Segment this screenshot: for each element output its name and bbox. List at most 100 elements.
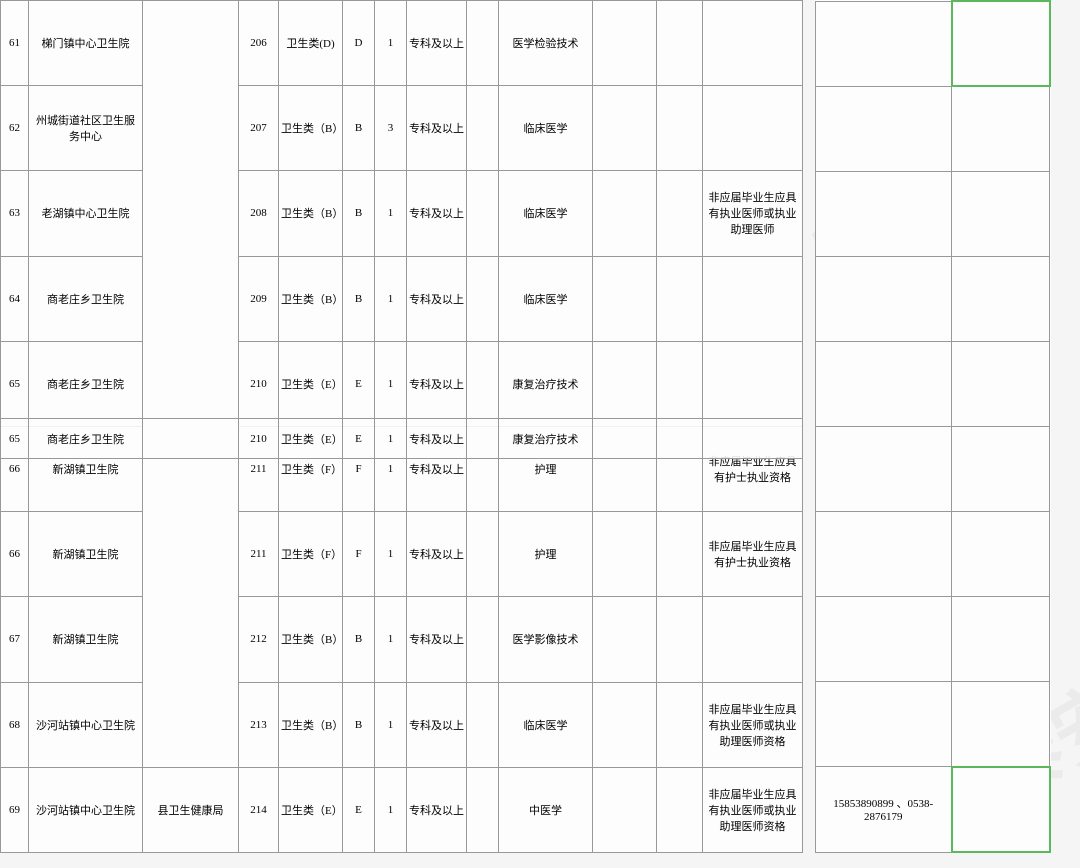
cell-req [703,597,803,682]
cell-major: 护理 [499,512,593,597]
cell-letter: E [343,341,375,426]
cell-name: 新湖镇卫生院 [29,597,143,682]
cell-edu: 专科及以上 [407,171,467,256]
cell-blank [593,682,657,767]
table-row: 64商老庄乡卫生院209卫生类（B）B1专科及以上临床医学 [1,256,803,341]
cell-req: 非应届毕业生应具有护士执业资格 [703,512,803,597]
cell-letter: B [343,256,375,341]
cell-major: 临床医学 [499,171,593,256]
cell-cat: 卫生类（B） [279,597,343,682]
cell-blank [657,597,703,682]
cell-contact [816,256,952,341]
table-row: 63老湖镇中心卫生院208卫生类（B）B1专科及以上临床医学非应届毕业生应具有执… [1,171,803,256]
cell-letter: B [343,597,375,682]
table-row: 68沙河站镇中心卫生院213卫生类（B）B1专科及以上临床医学非应届毕业生应具有… [1,682,803,767]
side-row [816,597,1050,682]
side-row [816,682,1050,767]
cell-cat: 卫生类（B） [279,682,343,767]
cell-blank [467,86,499,171]
cell-major: 临床医学 [499,256,593,341]
cell-num: 1 [375,512,407,597]
cell-blank [657,767,703,852]
cell-dept [143,419,239,459]
cell-num: 1 [375,682,407,767]
cell-name: 州城街道社区卫生服务中心 [29,86,143,171]
cell-idx: 62 [1,86,29,171]
cell-blank [657,171,703,256]
cell-num: 1 [375,256,407,341]
cell-dept [143,1,239,768]
cell-req [703,256,803,341]
cell-req: 非应届毕业生应具有执业医师或执业助理医师资格 [703,767,803,852]
cell-blank [657,682,703,767]
cell-extra [952,341,1050,426]
cell-blank [467,767,499,852]
cell-blank [467,1,499,86]
cell-code: 206 [239,1,279,86]
cell-extra [952,512,1050,597]
cell-code: 212 [239,597,279,682]
cell-blank [657,419,703,459]
cell-edu: 专科及以上 [407,597,467,682]
cell-idx: 65 [1,341,29,426]
side-row [816,86,1050,171]
side-row [816,341,1050,426]
cell-letter: B [343,171,375,256]
cell-cat: 卫生类（F） [279,512,343,597]
cell-req [703,1,803,86]
side-row [816,512,1050,597]
cell-cat: 卫生类(D) [279,1,343,86]
cell-major: 康复治疗技术 [499,419,593,459]
cell-blank [593,767,657,852]
cell-idx: 68 [1,682,29,767]
cell-blank [657,86,703,171]
table-row: 62州城街道社区卫生服务中心207卫生类（B）B3专科及以上临床医学 [1,86,803,171]
cell-num: 1 [375,171,407,256]
cell-cat: 卫生类（B） [279,171,343,256]
cell-contact [816,682,952,767]
cell-major: 医学影像技术 [499,597,593,682]
cell-major: 临床医学 [499,682,593,767]
cell-extra [952,1,1050,86]
table-row: 67新湖镇卫生院212卫生类（B）B1专科及以上医学影像技术 [1,597,803,682]
cell-blank [593,597,657,682]
cell-edu: 专科及以上 [407,256,467,341]
cell-contact [816,1,952,86]
cell-extra [952,767,1050,852]
cell-extra [952,171,1050,256]
cell-letter: F [343,512,375,597]
cell-edu: 专科及以上 [407,767,467,852]
cell-edu: 专科及以上 [407,682,467,767]
cell-contact [816,426,952,511]
cell-req [703,419,803,459]
cell-name: 沙河站镇中心卫生院 [29,682,143,767]
cell-extra [952,256,1050,341]
cell-extra [952,86,1050,171]
cell-blank [467,256,499,341]
cell-blank [657,341,703,426]
cell-idx: 61 [1,1,29,86]
cell-major: 医学检验技术 [499,1,593,86]
cell-dept: 县卫生健康局 [143,767,239,852]
cell-extra [952,597,1050,682]
cell-blank [593,341,657,426]
cell-code: 209 [239,256,279,341]
cell-contact [816,341,952,426]
cell-code: 208 [239,171,279,256]
cell-blank [467,171,499,256]
cell-idx: 64 [1,256,29,341]
cell-cat: 卫生类（B） [279,86,343,171]
cell-extra [952,426,1050,511]
cell-name: 商老庄乡卫生院 [29,419,143,459]
cell-code: 210 [239,341,279,426]
side-row [816,171,1050,256]
cell-name: 商老庄乡卫生院 [29,341,143,426]
cell-contact [816,86,952,171]
cell-idx: 69 [1,767,29,852]
cell-num: 1 [375,597,407,682]
cell-num: 1 [375,341,407,426]
cell-blank [467,597,499,682]
cell-contact: 15853890899 、0538-2876179 [816,767,952,852]
cell-edu: 专科及以上 [407,512,467,597]
cell-blank [657,256,703,341]
